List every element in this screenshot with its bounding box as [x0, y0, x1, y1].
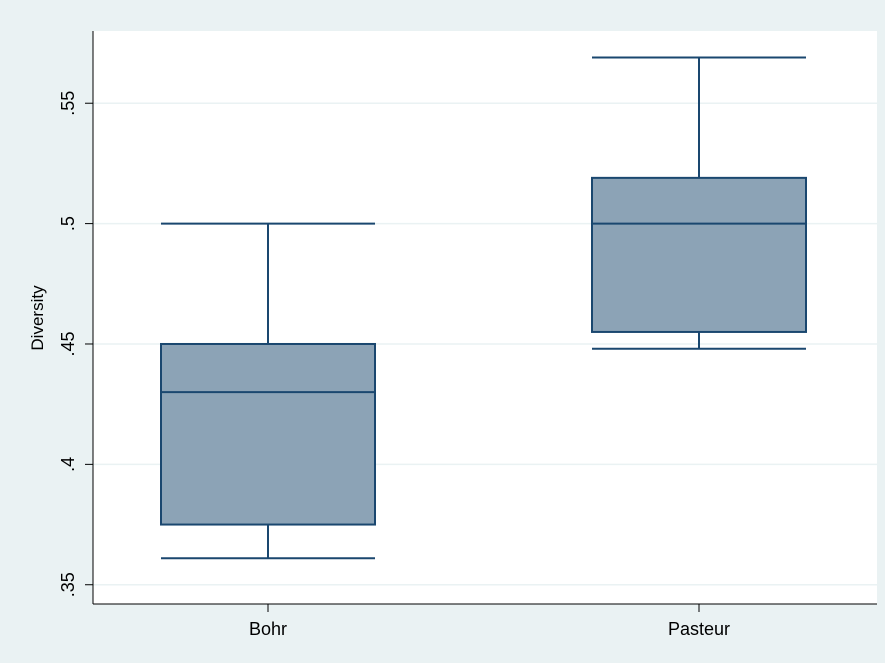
iqr-box: [591, 176, 807, 333]
y-tick-label: .55: [58, 91, 78, 116]
x-tick-label: Pasteur: [668, 619, 730, 639]
iqr-box: [160, 342, 376, 526]
box-layer: [160, 56, 807, 560]
x-tick-label: Bohr: [249, 619, 287, 639]
box-group-pasteur: [591, 56, 807, 350]
axis-layer: .35 .4 .45 .5 .55 Bohr Pasteur: [58, 31, 877, 639]
y-tick-label: .45: [58, 331, 78, 356]
y-tick-label: .5: [58, 216, 78, 231]
y-tick-label: .4: [58, 457, 78, 472]
y-axis-label: Diversity: [28, 285, 47, 351]
y-tick-label: .35: [58, 572, 78, 597]
box-group-bohr: [160, 222, 376, 560]
